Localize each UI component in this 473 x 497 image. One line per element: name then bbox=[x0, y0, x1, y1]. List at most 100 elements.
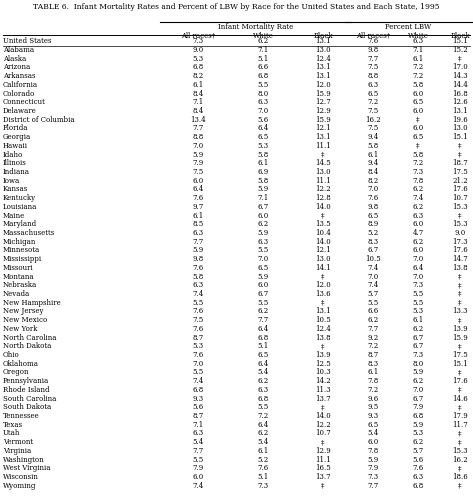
Text: Georgia: Georgia bbox=[3, 133, 31, 141]
Text: 6.1: 6.1 bbox=[193, 81, 203, 89]
Text: 9.2: 9.2 bbox=[368, 333, 378, 341]
Text: New York: New York bbox=[3, 325, 37, 333]
Text: Oklahoma: Oklahoma bbox=[3, 360, 39, 368]
Text: 7.6: 7.6 bbox=[257, 464, 269, 472]
Text: 8.0: 8.0 bbox=[412, 360, 424, 368]
Text: 5.5: 5.5 bbox=[257, 247, 269, 254]
Text: 16.2: 16.2 bbox=[365, 116, 381, 124]
Text: 10.3: 10.3 bbox=[315, 368, 331, 376]
Text: 12.0: 12.0 bbox=[315, 81, 331, 89]
Text: 13.7: 13.7 bbox=[315, 395, 331, 403]
Text: 12.2: 12.2 bbox=[315, 185, 331, 193]
Text: 12.8: 12.8 bbox=[315, 194, 331, 202]
Text: 12.9: 12.9 bbox=[315, 107, 331, 115]
Text: 12.9: 12.9 bbox=[315, 447, 331, 455]
Text: 15.9: 15.9 bbox=[315, 89, 331, 97]
Text: 5.9: 5.9 bbox=[193, 247, 203, 254]
Text: ‡: ‡ bbox=[416, 116, 420, 124]
Text: ‡: ‡ bbox=[458, 212, 462, 220]
Text: 8.3: 8.3 bbox=[368, 238, 378, 246]
Text: ‡: ‡ bbox=[458, 386, 462, 394]
Text: Indiana: Indiana bbox=[3, 168, 30, 176]
Text: Arkansas: Arkansas bbox=[3, 72, 35, 80]
Text: 7.3: 7.3 bbox=[193, 37, 203, 45]
Text: 6.0: 6.0 bbox=[412, 124, 424, 133]
Text: 17.5: 17.5 bbox=[452, 351, 468, 359]
Text: 6.2: 6.2 bbox=[257, 377, 269, 385]
Text: 14.5: 14.5 bbox=[315, 160, 331, 167]
Text: 5.8: 5.8 bbox=[412, 81, 424, 89]
Text: Montana: Montana bbox=[3, 272, 35, 281]
Text: 7.4: 7.4 bbox=[412, 194, 424, 202]
Text: 21.2: 21.2 bbox=[452, 177, 468, 185]
Text: 11.1: 11.1 bbox=[315, 456, 331, 464]
Text: 7.2: 7.2 bbox=[368, 342, 378, 350]
Text: 7.6: 7.6 bbox=[193, 194, 203, 202]
Text: 13.8: 13.8 bbox=[452, 264, 468, 272]
Text: 7.0: 7.0 bbox=[368, 185, 378, 193]
Text: 10.7: 10.7 bbox=[452, 194, 468, 202]
Text: 9.3: 9.3 bbox=[193, 395, 203, 403]
Text: California: California bbox=[3, 81, 38, 89]
Text: 5.4: 5.4 bbox=[368, 429, 378, 437]
Text: Hawaii: Hawaii bbox=[3, 142, 28, 150]
Text: 12.0: 12.0 bbox=[315, 281, 331, 289]
Text: 7.6: 7.6 bbox=[368, 37, 378, 45]
Text: 6.5: 6.5 bbox=[412, 133, 424, 141]
Text: 6.7: 6.7 bbox=[412, 333, 424, 341]
Text: 10.7: 10.7 bbox=[315, 429, 331, 437]
Text: 5.5: 5.5 bbox=[257, 403, 269, 411]
Text: ‡: ‡ bbox=[458, 299, 462, 307]
Text: 6.7: 6.7 bbox=[368, 247, 378, 254]
Text: 5.1: 5.1 bbox=[257, 473, 269, 481]
Text: 5.9: 5.9 bbox=[193, 151, 203, 159]
Text: 6.5: 6.5 bbox=[257, 264, 269, 272]
Text: 13.0: 13.0 bbox=[452, 124, 468, 133]
Text: 17.9: 17.9 bbox=[452, 412, 468, 420]
Text: Nebraska: Nebraska bbox=[3, 281, 37, 289]
Text: 8.8: 8.8 bbox=[193, 133, 203, 141]
Text: 6.0: 6.0 bbox=[193, 177, 203, 185]
Text: 6.4: 6.4 bbox=[257, 420, 269, 429]
Text: 7.7: 7.7 bbox=[257, 316, 269, 324]
Text: 12.1: 12.1 bbox=[315, 247, 331, 254]
Text: ‡: ‡ bbox=[458, 281, 462, 289]
Text: 6.8: 6.8 bbox=[193, 386, 203, 394]
Text: 6.4: 6.4 bbox=[193, 185, 203, 193]
Text: 5.8: 5.8 bbox=[257, 151, 269, 159]
Text: 17.3: 17.3 bbox=[452, 238, 468, 246]
Text: 5.9: 5.9 bbox=[257, 185, 269, 193]
Text: 7.5: 7.5 bbox=[368, 107, 378, 115]
Text: 6.1: 6.1 bbox=[368, 151, 378, 159]
Text: ‡: ‡ bbox=[458, 482, 462, 490]
Text: New Jersey: New Jersey bbox=[3, 308, 44, 316]
Text: 13.1: 13.1 bbox=[315, 72, 331, 80]
Text: 8.8: 8.8 bbox=[368, 72, 378, 80]
Text: South Carolina: South Carolina bbox=[3, 395, 56, 403]
Text: Infant Mortality Rate: Infant Mortality Rate bbox=[218, 23, 293, 31]
Text: 9.4: 9.4 bbox=[368, 160, 378, 167]
Text: 8.4: 8.4 bbox=[193, 107, 203, 115]
Text: 6.2: 6.2 bbox=[412, 238, 424, 246]
Text: 5.9: 5.9 bbox=[412, 368, 424, 376]
Text: ‡: ‡ bbox=[321, 212, 325, 220]
Text: 7.1: 7.1 bbox=[257, 194, 269, 202]
Text: 7.4: 7.4 bbox=[368, 264, 378, 272]
Text: 7.4: 7.4 bbox=[193, 482, 203, 490]
Text: 6.3: 6.3 bbox=[193, 429, 203, 437]
Text: 7.8: 7.8 bbox=[412, 177, 424, 185]
Text: 18.7: 18.7 bbox=[452, 160, 468, 167]
Text: 6.0: 6.0 bbox=[412, 247, 424, 254]
Text: 6.7: 6.7 bbox=[412, 342, 424, 350]
Text: ‡: ‡ bbox=[458, 464, 462, 472]
Text: 15.3: 15.3 bbox=[452, 203, 468, 211]
Text: 5.5: 5.5 bbox=[412, 299, 424, 307]
Text: 5.7: 5.7 bbox=[412, 447, 424, 455]
Text: 10.5: 10.5 bbox=[365, 255, 381, 263]
Text: 9.8: 9.8 bbox=[368, 203, 378, 211]
Text: 6.0: 6.0 bbox=[412, 107, 424, 115]
Text: 8.5: 8.5 bbox=[193, 220, 203, 228]
Text: 5.7: 5.7 bbox=[368, 290, 378, 298]
Text: 6.8: 6.8 bbox=[257, 333, 269, 341]
Text: ‡: ‡ bbox=[458, 55, 462, 63]
